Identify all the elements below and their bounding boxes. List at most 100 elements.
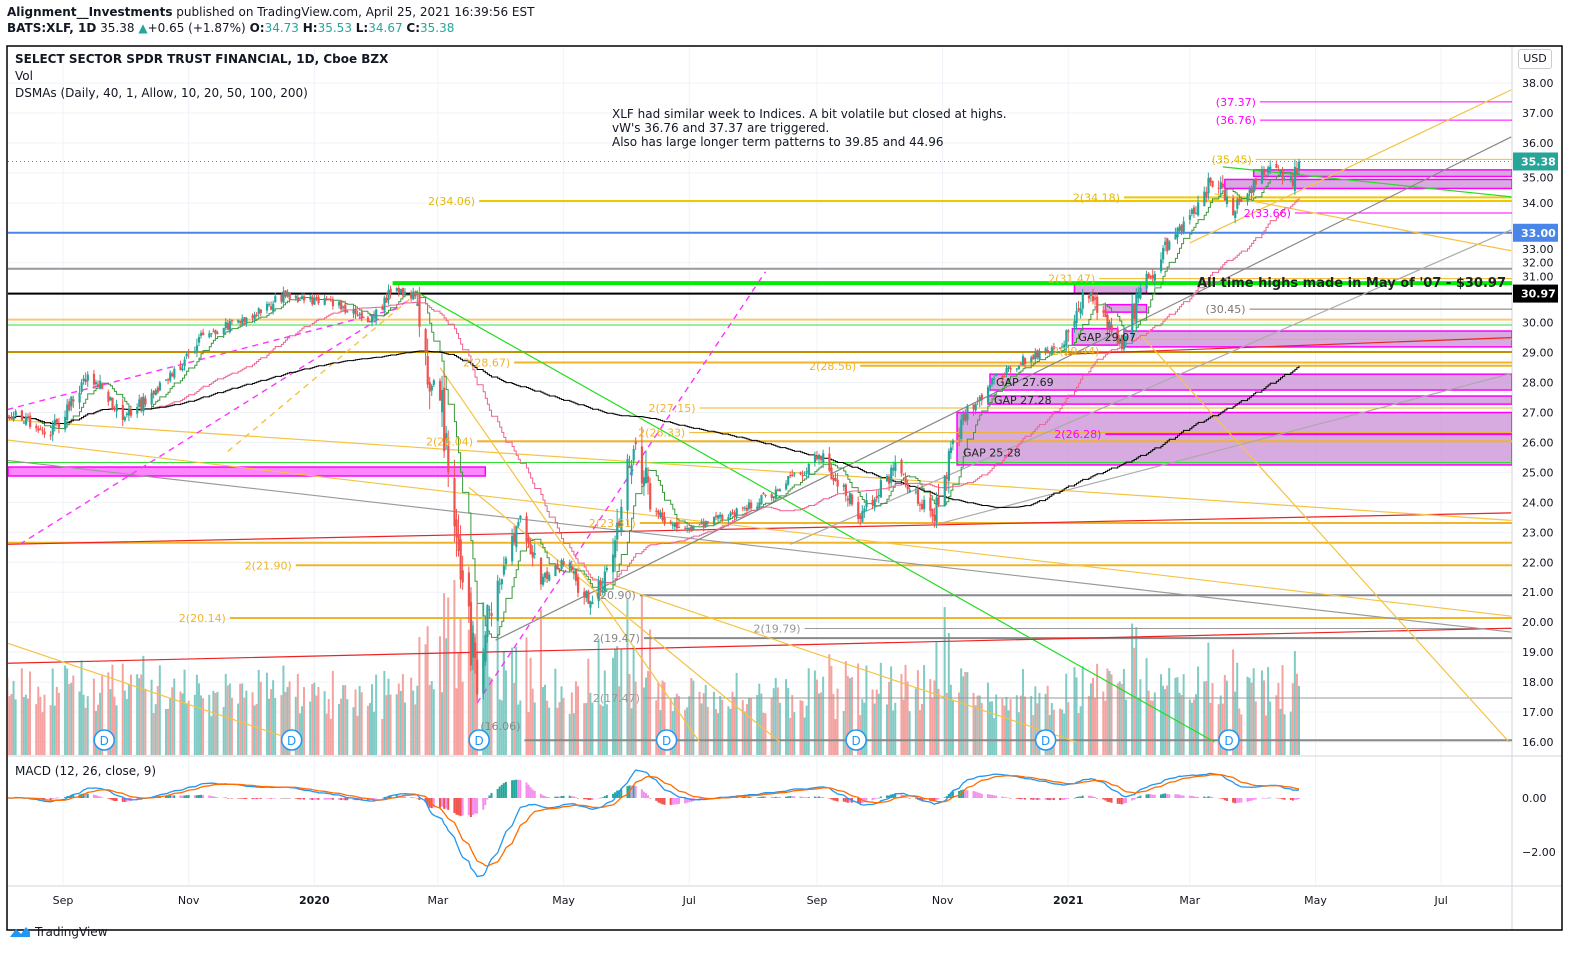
volume-bar — [418, 637, 421, 755]
volume-bar — [865, 665, 868, 755]
candle-body — [1168, 241, 1171, 250]
macd-histogram-bar — [1246, 798, 1249, 802]
volume-bar — [1277, 682, 1280, 755]
candle-body — [29, 415, 32, 428]
candle-body — [280, 294, 283, 302]
macd-histogram-bar — [923, 798, 926, 801]
macd-histogram-bar — [587, 798, 590, 800]
candle-body — [272, 303, 275, 312]
legend-volume[interactable]: Vol — [15, 69, 33, 83]
macd-histogram-bar — [548, 797, 551, 798]
macd-histogram-bar — [517, 779, 520, 798]
volume-bar — [354, 689, 357, 755]
volume-bar — [1124, 699, 1127, 755]
legend-macd[interactable]: MACD (12, 26, close, 9) — [15, 764, 157, 778]
price-tick-label: 29.00 — [1522, 347, 1554, 360]
volume-bar — [677, 696, 680, 755]
candle-body — [894, 462, 897, 471]
macd-histogram-bar — [1007, 797, 1010, 799]
volume-bar — [684, 709, 687, 755]
macd-histogram-bar — [568, 795, 571, 798]
macd-histogram-bar — [618, 790, 621, 798]
legend-dsma[interactable]: DSMAs (Daily, 40, 1, Allow, 10, 20, 50, … — [15, 86, 308, 100]
candle-body — [412, 291, 415, 300]
candle-body — [342, 306, 345, 308]
candle-body — [282, 291, 285, 303]
candle-body — [857, 502, 860, 519]
candle-body — [253, 314, 256, 320]
candle-body — [294, 295, 297, 298]
macd-histogram-bar — [502, 783, 505, 798]
candle-body — [764, 494, 767, 496]
price-level-label: 2(19.47) — [593, 632, 640, 645]
macd-histogram-bar — [1279, 798, 1282, 799]
macd-histogram-bar — [673, 798, 676, 805]
volume-bar — [673, 697, 676, 755]
macd-histogram-bar — [599, 797, 602, 799]
candle-body — [344, 304, 347, 313]
trendline — [8, 627, 1512, 664]
macd-histogram-bar — [432, 798, 435, 808]
candle-body — [1250, 188, 1253, 194]
volume-bar — [216, 691, 219, 755]
macd-histogram-bar — [504, 781, 507, 798]
macd-histogram-bar — [228, 798, 231, 799]
macd-histogram-bar — [327, 798, 330, 800]
candle-body — [476, 659, 479, 695]
candle-body — [237, 320, 240, 323]
macd-histogram-bar — [412, 797, 415, 798]
candle-body — [958, 434, 961, 438]
volume-bar — [129, 674, 132, 755]
macd-histogram-bar — [381, 798, 384, 799]
volume-bar — [303, 687, 306, 755]
candle-body — [735, 508, 738, 517]
candle-body — [416, 303, 419, 307]
candle-body — [315, 297, 318, 299]
trendline — [439, 367, 701, 743]
macd-histogram-bar — [237, 798, 240, 799]
volume-bar — [721, 699, 724, 755]
up-arrow-icon: ▲ — [138, 21, 148, 35]
volume-bar — [368, 703, 371, 755]
candle-body — [360, 312, 363, 319]
macd-histogram-bar — [612, 793, 615, 798]
candle-body — [758, 502, 761, 508]
volume-bar — [1133, 647, 1136, 755]
price-level-label: 2(21.90) — [245, 559, 292, 572]
volume-bar — [1030, 696, 1033, 755]
author-name[interactable]: Alignment__Investments — [7, 5, 173, 19]
currency-button[interactable]: USD — [1518, 49, 1552, 69]
candle-body — [1221, 183, 1224, 188]
candle-body — [904, 476, 907, 485]
candle-body — [865, 500, 868, 508]
macd-histogram-bar — [488, 795, 491, 798]
volume-bar — [1067, 702, 1070, 755]
tradingview-logo[interactable]: TradingView — [8, 925, 108, 939]
macd-histogram-bar — [756, 797, 759, 798]
candle-body — [1092, 295, 1095, 302]
volume-bar — [587, 658, 590, 755]
macd-histogram-bar — [986, 794, 989, 798]
volume-bar — [1092, 677, 1094, 755]
candle-body — [474, 642, 477, 659]
candle-body — [129, 409, 133, 416]
volume-bar — [1081, 666, 1084, 755]
price-tags: 35.38 33.00 30.97 — [1513, 152, 1558, 303]
macd-histogram-bar — [1281, 798, 1284, 800]
candle-body — [1067, 330, 1070, 333]
quote-line: BATS:XLF, 1D 35.38 ▲+0.65 (+1.87%) O:34.… — [7, 21, 454, 35]
volume-bar — [805, 705, 808, 755]
candle-body — [620, 506, 623, 532]
macd-histogram-bar — [282, 797, 285, 799]
macd-histogram-bar — [123, 798, 126, 803]
macd-pane — [8, 769, 1300, 878]
candle-body — [123, 417, 126, 421]
macd-histogram-bar — [315, 798, 318, 800]
volume-bar — [1019, 695, 1022, 755]
candle-body — [1005, 368, 1008, 375]
candle-body — [127, 408, 131, 416]
volume-bar — [1001, 698, 1004, 755]
candle-body — [1298, 161, 1301, 170]
macd-histogram-bar — [935, 798, 938, 801]
